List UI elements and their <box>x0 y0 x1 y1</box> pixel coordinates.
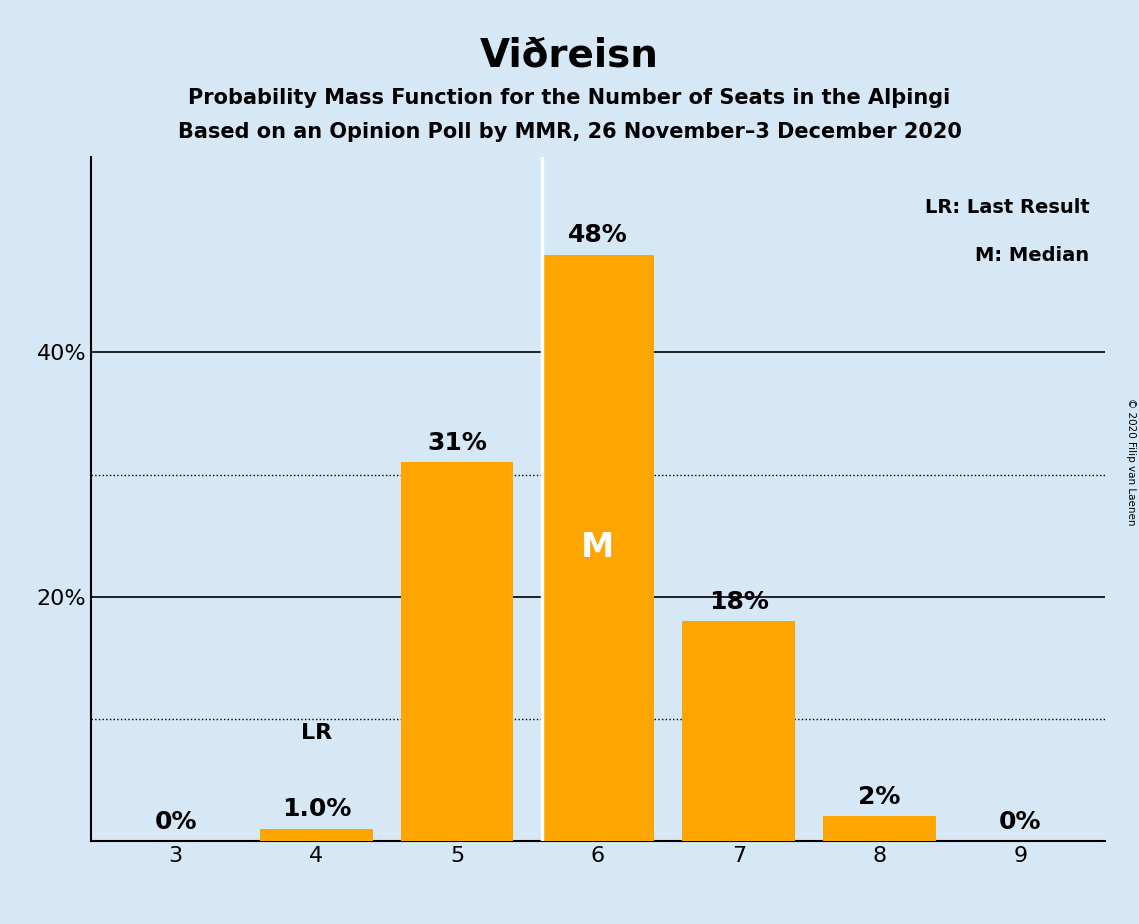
Text: Viðreisn: Viðreisn <box>480 37 659 75</box>
Text: M: Median: M: Median <box>975 246 1090 265</box>
Bar <box>542 255 654 841</box>
Text: Probability Mass Function for the Number of Seats in the Alþingi: Probability Mass Function for the Number… <box>188 88 951 108</box>
Text: 2%: 2% <box>859 785 901 809</box>
Text: 0%: 0% <box>999 809 1041 833</box>
Text: 48%: 48% <box>568 224 628 248</box>
Text: 0%: 0% <box>155 809 197 833</box>
Text: © 2020 Filip van Laenen: © 2020 Filip van Laenen <box>1126 398 1136 526</box>
Text: M: M <box>581 531 615 565</box>
Text: 1.0%: 1.0% <box>281 797 351 821</box>
Text: 31%: 31% <box>427 431 487 455</box>
Bar <box>260 829 372 841</box>
Text: LR: Last Result: LR: Last Result <box>925 198 1090 217</box>
Text: Based on an Opinion Poll by MMR, 26 November–3 December 2020: Based on an Opinion Poll by MMR, 26 Nove… <box>178 122 961 142</box>
Text: LR: LR <box>301 723 331 743</box>
Bar <box>823 817 936 841</box>
Bar <box>401 462 514 841</box>
Bar <box>682 621 795 841</box>
Text: 18%: 18% <box>708 590 769 614</box>
